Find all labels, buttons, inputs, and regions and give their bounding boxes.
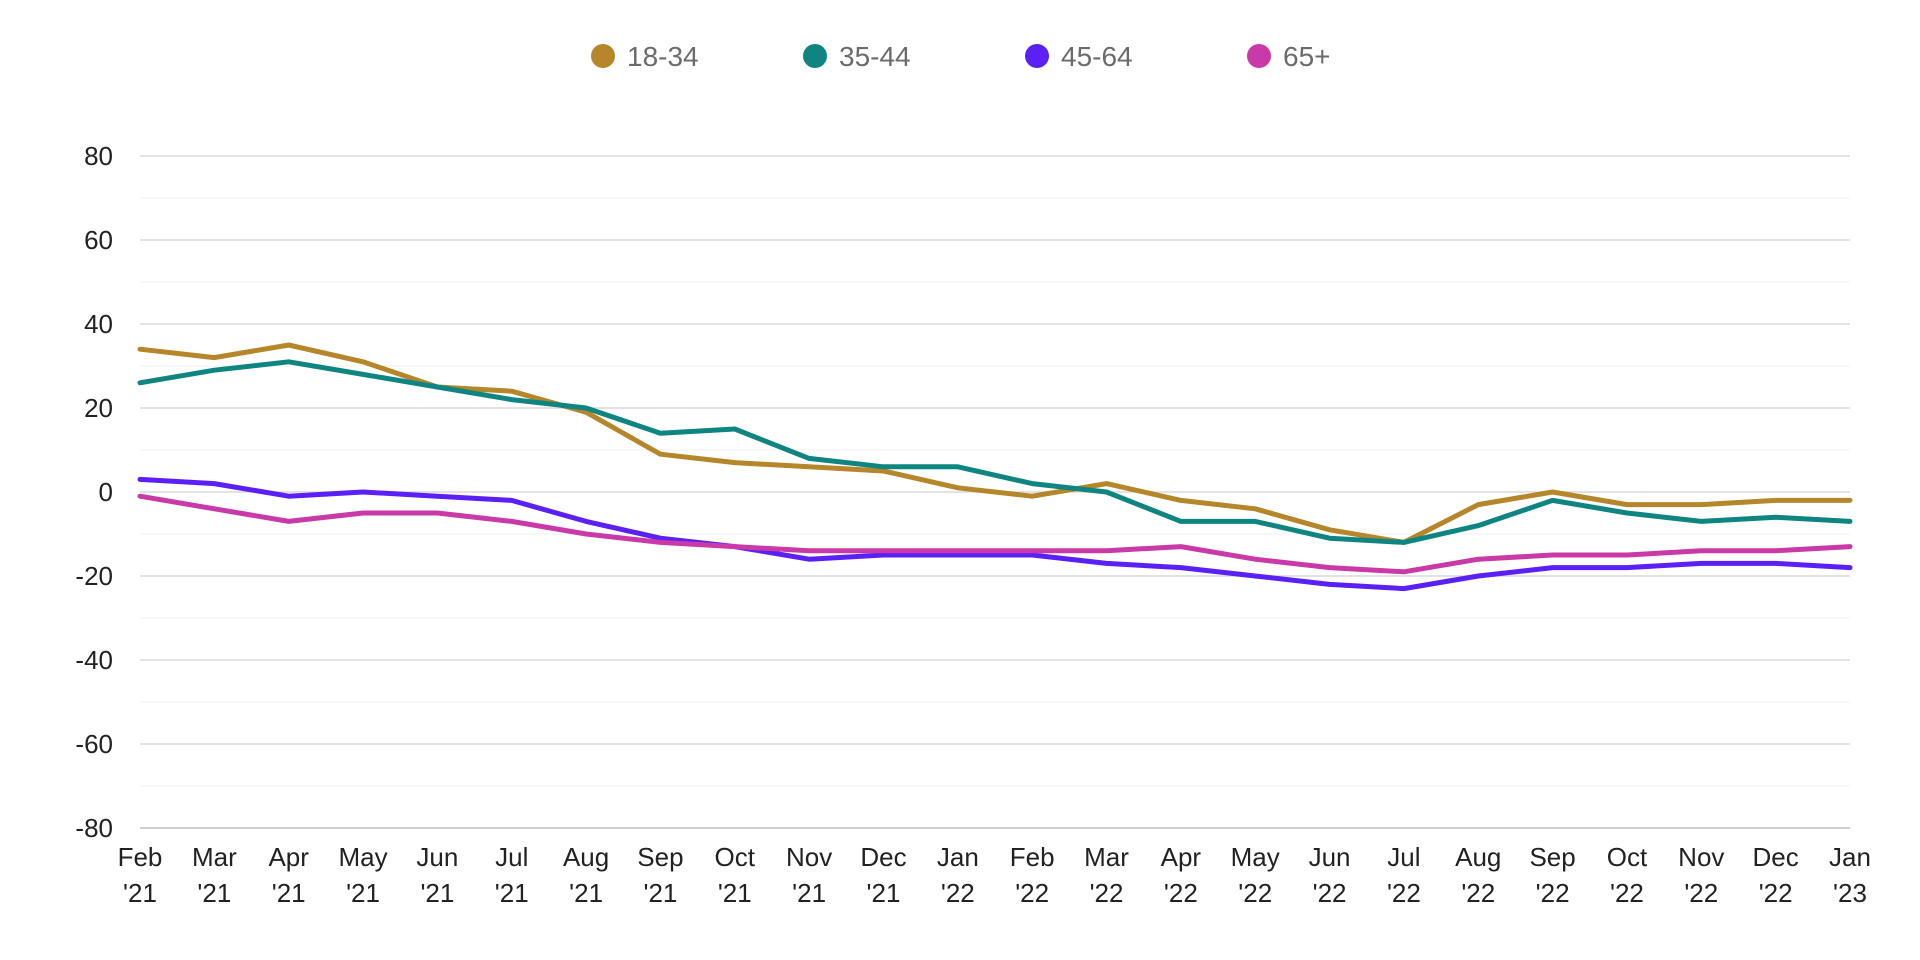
x-tick-label-year: '21 [272, 878, 306, 908]
x-tick-label-year: '21 [346, 878, 380, 908]
legend-label: 45-64 [1061, 41, 1133, 72]
x-tick-label-year: '21 [569, 878, 603, 908]
x-tick-label: Mar [1084, 842, 1129, 872]
x-tick-label-year: '21 [867, 878, 901, 908]
legend-marker [1247, 44, 1271, 68]
x-tick-label: Oct [1607, 842, 1648, 872]
y-tick-label: -80 [75, 813, 113, 843]
y-axis: 80 60 40 20 0 -20 -40 -60 -80 [75, 141, 113, 843]
x-tick-label-year: '22 [1164, 878, 1198, 908]
y-tick-label: -60 [75, 729, 113, 759]
legend-item[interactable]: 65+ [1247, 41, 1331, 72]
x-tick-label-year: '22 [1090, 878, 1124, 908]
x-tick-label-year: '22 [1461, 878, 1495, 908]
series-line-35-44 [137, 359, 1853, 545]
x-tick-label-year: '21 [123, 878, 157, 908]
x-tick-label-year: '22 [1759, 878, 1793, 908]
legend-label: 18-34 [627, 41, 699, 72]
legend: 18-34 35-44 45-64 65+ [591, 41, 1331, 72]
x-tick-label-year: '21 [643, 878, 677, 908]
x-tick-label-year: '22 [1536, 878, 1570, 908]
legend-marker [591, 44, 615, 68]
y-tick-label: -20 [75, 561, 113, 591]
series-line-45-64 [137, 476, 1853, 592]
x-tick-label: Jan [1829, 842, 1871, 872]
x-tick-label: Jun [1309, 842, 1351, 872]
x-tick-label: Jan [937, 842, 979, 872]
y-tick-label: 80 [84, 141, 113, 171]
x-tick-label-year: '22 [1684, 878, 1718, 908]
x-tick-label-year: '21 [718, 878, 752, 908]
x-axis: Feb '21 Mar '21 Apr '21 May '21 Jun '21 Jul '21 Aug '… [118, 842, 1871, 908]
legend-item[interactable]: 45-64 [1025, 41, 1133, 72]
x-tick-label: Sep [637, 842, 683, 872]
x-tick-label-year: '21 [495, 878, 529, 908]
y-tick-label: 20 [84, 393, 113, 423]
x-tick-label: Jul [1387, 842, 1420, 872]
x-tick-label: Feb [118, 842, 163, 872]
x-tick-label-year: '22 [1313, 878, 1347, 908]
x-tick-label-year: '23 [1833, 878, 1867, 908]
x-tick-label-year: '21 [197, 878, 231, 908]
x-tick-label: Mar [192, 842, 237, 872]
series-lines [137, 342, 1853, 592]
x-tick-label: Jul [495, 842, 528, 872]
x-tick-label: May [1231, 842, 1280, 872]
y-tick-label: 60 [84, 225, 113, 255]
series-line-65 [137, 493, 1853, 575]
x-tick-label: May [338, 842, 387, 872]
x-tick-label: Nov [1678, 842, 1724, 872]
x-tick-label: Nov [786, 842, 832, 872]
legend-label: 65+ [1283, 41, 1331, 72]
legend-label: 35-44 [839, 41, 911, 72]
x-tick-label-year: '22 [1387, 878, 1421, 908]
grid-lines [140, 155, 1850, 829]
y-tick-label: 40 [84, 309, 113, 339]
x-tick-label: Apr [268, 842, 309, 872]
x-tick-label: Jun [416, 842, 458, 872]
x-tick-label: Sep [1529, 842, 1575, 872]
x-tick-label: Oct [715, 842, 756, 872]
legend-marker [803, 44, 827, 68]
y-tick-label: -40 [75, 645, 113, 675]
legend-item[interactable]: 35-44 [803, 41, 911, 72]
x-tick-label: Aug [1455, 842, 1501, 872]
x-tick-label: Feb [1010, 842, 1055, 872]
x-tick-label-year: '22 [1015, 878, 1049, 908]
x-tick-label: Apr [1161, 842, 1202, 872]
x-tick-label: Dec [1753, 842, 1799, 872]
x-tick-label: Dec [860, 842, 906, 872]
x-tick-label-year: '21 [420, 878, 454, 908]
y-tick-label: 0 [99, 477, 113, 507]
legend-marker [1025, 44, 1049, 68]
x-tick-label-year: '21 [792, 878, 826, 908]
x-tick-label-year: '22 [1238, 878, 1272, 908]
x-tick-label: Aug [563, 842, 609, 872]
x-tick-label-year: '22 [941, 878, 975, 908]
x-tick-label-year: '22 [1610, 878, 1644, 908]
legend-item[interactable]: 18-34 [591, 41, 699, 72]
